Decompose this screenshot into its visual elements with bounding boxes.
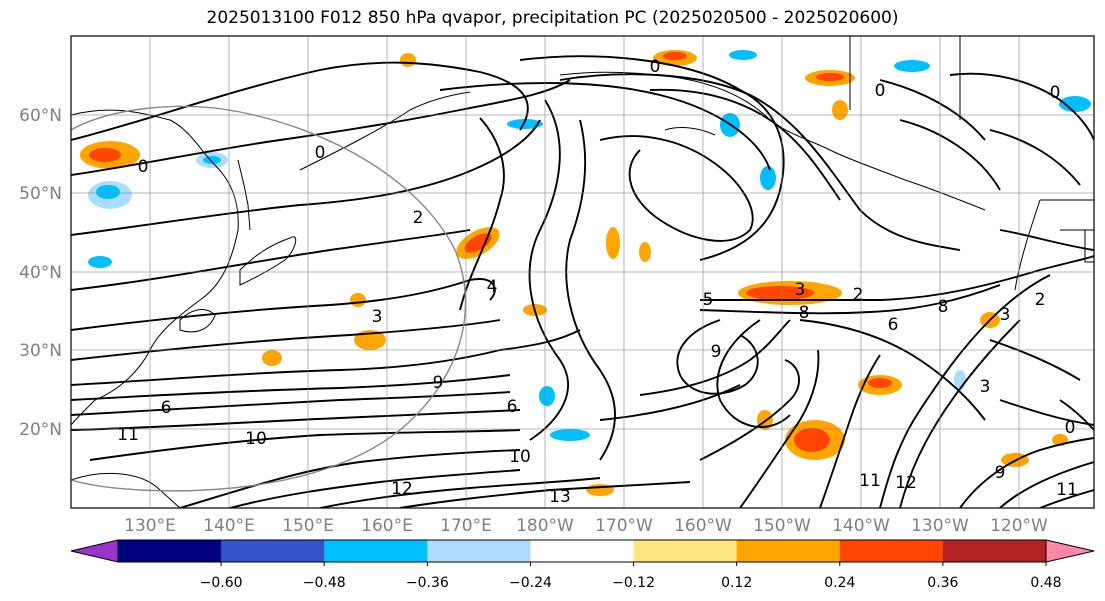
y-tick-label: 60°N bbox=[19, 106, 62, 126]
contour-label: 8 bbox=[938, 297, 949, 317]
colorbar-tick-label: −0.48 bbox=[303, 575, 346, 591]
x-tick-label: 150°E bbox=[282, 516, 334, 536]
contour-label: 11 bbox=[1056, 480, 1078, 500]
colorbar-tick-label: 0.12 bbox=[721, 575, 752, 591]
contour-label: 2 bbox=[1035, 290, 1046, 310]
contour-label: 12 bbox=[391, 479, 413, 499]
contour-label: 0 bbox=[1050, 83, 1061, 103]
x-axis-ticks: 130°E 140°E 150°E 160°E 170°E 180°W 170°W 160°W… bbox=[124, 516, 1048, 536]
contour-label: 5 bbox=[703, 290, 714, 310]
contour-label: 2 bbox=[413, 208, 424, 228]
contour-label: 6 bbox=[161, 398, 172, 418]
contour-label: 0 bbox=[650, 57, 661, 77]
colorbar-swatch bbox=[221, 540, 325, 562]
colorbar-swatch bbox=[839, 540, 944, 562]
colorbar-ticks: −0.60 −0.48 −0.36 −0.24 −0.12 0.12 0.24 0.36 0.4… bbox=[200, 562, 1062, 591]
contour-label: 4 bbox=[487, 277, 498, 297]
y-tick-label: 20°N bbox=[19, 420, 62, 440]
x-tick-label: 180°W bbox=[516, 516, 574, 536]
colorbar-swatch bbox=[633, 540, 738, 562]
colorbar-swatch bbox=[118, 540, 222, 562]
qvapor-contours bbox=[71, 55, 1094, 508]
contour-label: 13 bbox=[549, 487, 571, 507]
colorbar-swatch bbox=[942, 540, 1047, 562]
y-axis-ticks: 60°N 50°N 40°N 30°N 20°N bbox=[19, 106, 62, 440]
colorbar-tick-label: 0.36 bbox=[927, 575, 958, 591]
contour-label: 11 bbox=[859, 471, 881, 491]
x-tick-label: 120°W bbox=[990, 516, 1048, 536]
y-tick-label: 40°N bbox=[19, 263, 62, 283]
contour-label: 9 bbox=[711, 342, 722, 362]
colorbar-swatch bbox=[530, 540, 635, 562]
x-tick-label: 140°E bbox=[203, 516, 255, 536]
colorbar-extend-low bbox=[70, 539, 119, 563]
contour-label: 8 bbox=[799, 303, 810, 323]
colorbar-swatch bbox=[324, 540, 428, 562]
colorbar-tick-label: 0.48 bbox=[1030, 575, 1061, 591]
x-tick-label: 130°W bbox=[911, 516, 969, 536]
map-grid bbox=[71, 36, 1094, 508]
contour-label: 0 bbox=[875, 81, 886, 101]
contour-label: 12 bbox=[895, 473, 917, 493]
x-tick-label: 170°E bbox=[440, 516, 492, 536]
contour-label: 0 bbox=[315, 143, 326, 163]
contour-label: 3 bbox=[795, 280, 806, 300]
precipitation-shading bbox=[80, 50, 1091, 496]
colorbar bbox=[70, 539, 1095, 563]
colorbar-tick-label: −0.12 bbox=[612, 575, 655, 591]
contour-label: 3 bbox=[980, 377, 991, 397]
contour-label: 0 bbox=[1065, 418, 1076, 438]
y-tick-label: 50°N bbox=[19, 184, 62, 204]
contour-label: 3 bbox=[1000, 305, 1011, 325]
map-frame bbox=[70, 35, 1095, 509]
colorbar-tick-label: 0.24 bbox=[824, 575, 855, 591]
colorbar-swatch bbox=[736, 540, 841, 562]
contour-label: 6 bbox=[888, 315, 899, 335]
x-tick-label: 150°W bbox=[753, 516, 811, 536]
colorbar-tick-label: −0.60 bbox=[200, 575, 243, 591]
y-tick-label: 30°N bbox=[19, 341, 62, 361]
contour-label: 2 bbox=[853, 285, 864, 305]
colorbar-tick-label: −0.24 bbox=[509, 575, 552, 591]
contour-label: 0 bbox=[138, 157, 149, 177]
colorbar-frame bbox=[117, 539, 1047, 563]
x-tick-label: 160°E bbox=[361, 516, 413, 536]
colorbar-swatch bbox=[427, 540, 531, 562]
contour-label: 9 bbox=[433, 373, 444, 393]
contour-labels: 0 0 0 0 0 0 2 2 2 3 3 3 3 4 5 6 6 6 8 8 9 9 9 10 10 11 11 11 12 12 13 bbox=[117, 57, 1078, 507]
highlight-circle bbox=[71, 105, 467, 492]
x-tick-label: 160°W bbox=[674, 516, 732, 536]
contour-label: 9 bbox=[995, 463, 1006, 483]
chart-title: 2025013100 F012 850 hPa qvapor, precipit… bbox=[206, 8, 899, 28]
contour-label: 10 bbox=[245, 429, 267, 449]
contour-label: 6 bbox=[507, 397, 518, 417]
contour-label: 3 bbox=[372, 307, 383, 327]
colorbar-extend-high bbox=[1045, 539, 1095, 563]
x-tick-label: 170°W bbox=[595, 516, 653, 536]
x-tick-label: 130°E bbox=[124, 516, 176, 536]
colorbar-tick-label: −0.36 bbox=[406, 575, 449, 591]
contour-label: 10 bbox=[509, 447, 531, 467]
x-tick-label: 140°W bbox=[832, 516, 890, 536]
contour-label: 11 bbox=[117, 425, 139, 445]
